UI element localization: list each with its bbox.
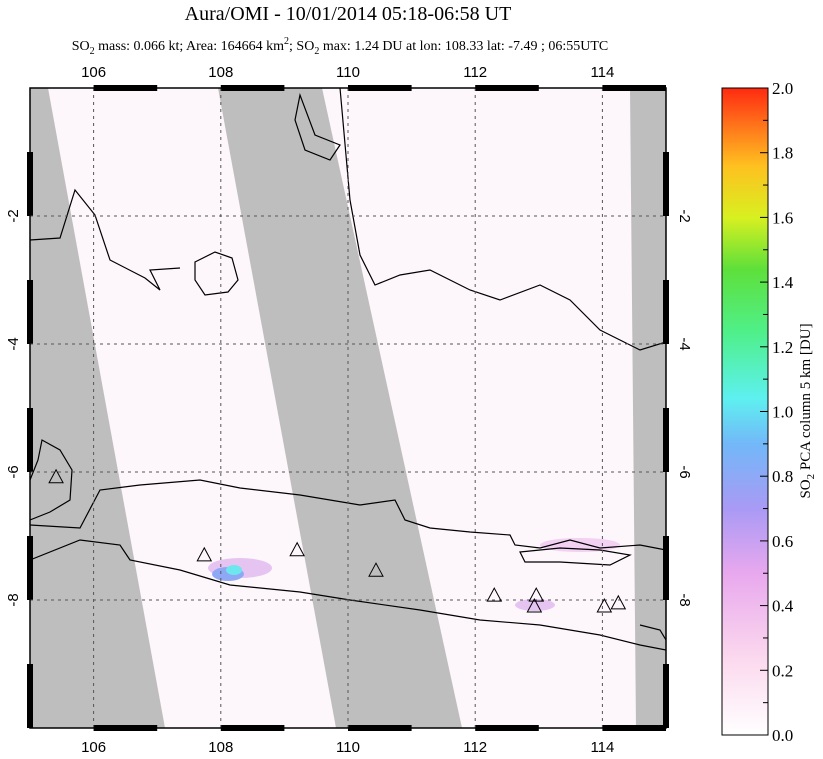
chart-title: Aura/OMI - 10/01/2014 05:18-06:58 UT [185, 3, 512, 25]
subtitle-sup: 2 [284, 36, 289, 47]
colorbar-tick-label: 0.6 [772, 532, 793, 551]
y-tick-label: -4 [5, 337, 22, 350]
no-data-swath [218, 88, 462, 728]
volcano-marker [610, 594, 627, 610]
x-tick-label: 106 [81, 64, 106, 81]
no-data-swath [30, 88, 165, 728]
colorbar-tick-label: 1.4 [772, 273, 794, 292]
colorbar-tick-label: 0.4 [772, 597, 794, 616]
subtitle-part: max: 1.24 DU at lon: 108.33 lat: -7.49 ;… [319, 39, 608, 54]
subtitle-sub: 2 [314, 46, 319, 57]
subtitle-sub: 2 [90, 46, 95, 57]
coastline [339, 88, 666, 351]
coastline [30, 539, 666, 651]
colorbar-tick-label: 0.8 [772, 467, 793, 486]
coastline [519, 547, 666, 641]
x-tick-label: 106 [81, 739, 106, 756]
coastline [194, 92, 341, 296]
volcano-marker [528, 587, 545, 602]
volcano-marker [526, 597, 543, 613]
marks-layer [48, 468, 627, 613]
volcano-marker [486, 587, 503, 602]
y-tick-label: -2 [5, 209, 22, 222]
x-tick-label: 114 [590, 739, 614, 756]
x-tick-label: 110 [336, 64, 360, 81]
x-tick-label: 112 [463, 64, 487, 81]
y-tick-label: -4 [676, 337, 693, 350]
colorbar-tick-label: 1.6 [772, 208, 793, 227]
x-tick-label: 108 [208, 64, 233, 81]
colorbar-tick-label: 0.2 [772, 661, 793, 680]
colorbar-label-part: SO [798, 479, 814, 498]
y-tick-label: -6 [676, 465, 693, 478]
volcano-marker [596, 597, 613, 613]
subtitle: SO2 mass: 0.066 kt; Area: 164664 km2; SO… [72, 36, 609, 57]
colorbar-tick-label: 1.0 [772, 403, 793, 422]
subtitle-part: SO [72, 39, 90, 54]
so2-plume [515, 599, 555, 611]
colorbar-tick-label: 2.0 [772, 79, 793, 98]
colorbar-label: SO2 PCA column 5 km [DU] [798, 323, 817, 498]
y-tick-label: -8 [676, 593, 693, 606]
x-tick-label: 112 [463, 739, 487, 756]
subtitle-part: ; SO [289, 39, 314, 54]
volcano-marker [196, 546, 213, 562]
colorbar-label-sub: 2 [805, 474, 817, 480]
y-tick-label: -8 [5, 593, 22, 606]
colorbar-label-part: PCA column 5 km [DU] [798, 323, 814, 473]
x-tick-label: 114 [590, 64, 614, 81]
coastline [30, 479, 666, 551]
map-frame [29, 87, 667, 729]
volcano-marker [368, 562, 384, 577]
colorbar-tick-label: 1.2 [772, 338, 793, 357]
coastline [30, 188, 181, 521]
x-tick-label: 110 [336, 739, 360, 756]
no-data-swath [630, 88, 666, 728]
x-tick-label: 108 [208, 739, 233, 756]
y-tick-label: -6 [5, 465, 22, 478]
volcano-marker [48, 468, 64, 484]
y-tick-label: -2 [676, 209, 693, 222]
colorbar-tick-label: 1.8 [772, 144, 793, 163]
colorbar-tick-label: 0.0 [772, 726, 793, 745]
volcano-marker [289, 541, 305, 557]
subtitle-part: mass: 0.066 kt; Area: 164664 km [95, 39, 284, 54]
map-layer [30, 88, 666, 728]
so2-plume [226, 565, 242, 575]
